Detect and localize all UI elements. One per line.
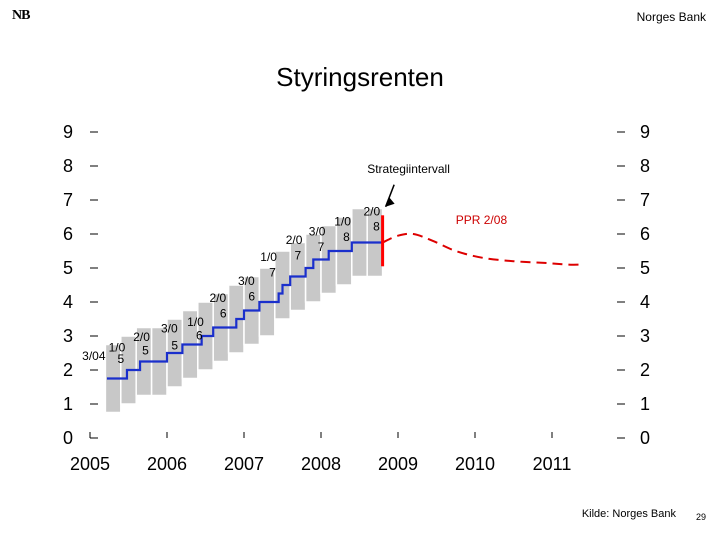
meeting-label: 8 [373, 220, 380, 234]
meeting-label: 3/0 [238, 274, 255, 288]
y-tick-label-left: 1 [63, 394, 73, 414]
annotation-arrowhead [385, 197, 395, 207]
x-tick-label: 2010 [455, 454, 495, 474]
y-tick-label-right: 1 [640, 394, 650, 414]
source-note: Kilde: Norges Bank [581, 508, 676, 520]
meeting-label: 5 [117, 352, 124, 366]
x-tick-label: 2006 [147, 454, 187, 474]
strategy-interval-label: Strategiintervall [367, 162, 450, 176]
y-tick-label-right: 3 [640, 326, 650, 346]
meeting-label: 8 [343, 230, 350, 244]
y-tick-label-left: 4 [63, 292, 73, 312]
meeting-label: 5 [142, 344, 149, 358]
y-tick-label-right: 7 [640, 190, 650, 210]
x-tick-label: 2007 [224, 454, 264, 474]
meeting-label: 6 [220, 306, 227, 320]
y-tick-label-left: 0 [63, 428, 73, 448]
annotation-arrow [384, 184, 395, 208]
meeting-label: 2/0 [209, 291, 226, 305]
meeting-label: 6 [248, 289, 255, 303]
ppr-label: PPR 2/08 [456, 213, 508, 227]
meeting-label: 1/0 [260, 250, 277, 264]
meeting-label: 3/0 [161, 322, 178, 336]
meeting-label: 5 [171, 339, 178, 353]
y-tick-label-left: 5 [63, 258, 73, 278]
y-tick-label-left: 3 [63, 326, 73, 346]
x-tick-label: 2005 [70, 454, 110, 474]
y-tick-label-right: 6 [640, 224, 650, 244]
meeting-label: 2/0 [133, 330, 150, 344]
x-tick-label: 2009 [378, 454, 418, 474]
meeting-label: 2/0 [286, 233, 303, 247]
meeting-label: 7 [295, 249, 302, 263]
y-tick-label-right: 4 [640, 292, 650, 312]
ppr-forecast-line [382, 232, 583, 266]
y-tick-label-right: 9 [640, 122, 650, 142]
y-tick-label-left: 2 [63, 360, 73, 380]
y-tick-label-right: 5 [640, 258, 650, 278]
x-tick-label: 2011 [533, 454, 572, 474]
y-tick-label-right: 8 [640, 156, 650, 176]
bank-name: Norges Bank [636, 10, 706, 24]
meeting-label: 2/0 [363, 204, 380, 218]
annotations-layer: Strategiintervall PPR 2/08 [367, 162, 507, 227]
page-title: Styringsrenten [276, 62, 444, 92]
y-tick-label-right: 2 [640, 360, 650, 380]
policy-rate-line [106, 241, 383, 380]
meeting-label: 6 [196, 328, 203, 342]
meeting-label: 1/0 [334, 215, 351, 229]
meeting-label: 1/0 [187, 315, 204, 329]
meeting-label: 3/0 [309, 225, 326, 239]
x-tick-label: 2008 [301, 454, 341, 474]
norges-bank-logo: NB [12, 8, 30, 23]
meeting-label: 7 [318, 240, 325, 254]
meeting-labels-layer: 3/041/052/053/051/062/063/061/072/073/07… [82, 204, 380, 366]
y-tick-label-left: 8 [63, 156, 73, 176]
grid-layer [89, 131, 625, 439]
meeting-label: 7 [269, 266, 276, 280]
meeting-label: 3/04 [82, 349, 106, 363]
series-layer [106, 215, 583, 380]
page-number: 29 [695, 512, 706, 522]
y-tick-label-left: 7 [63, 190, 73, 210]
meeting-label: 1/0 [109, 340, 126, 354]
y-tick-label-right: 0 [640, 428, 650, 448]
y-tick-label-left: 9 [63, 122, 73, 142]
y-tick-label-left: 6 [63, 224, 73, 244]
